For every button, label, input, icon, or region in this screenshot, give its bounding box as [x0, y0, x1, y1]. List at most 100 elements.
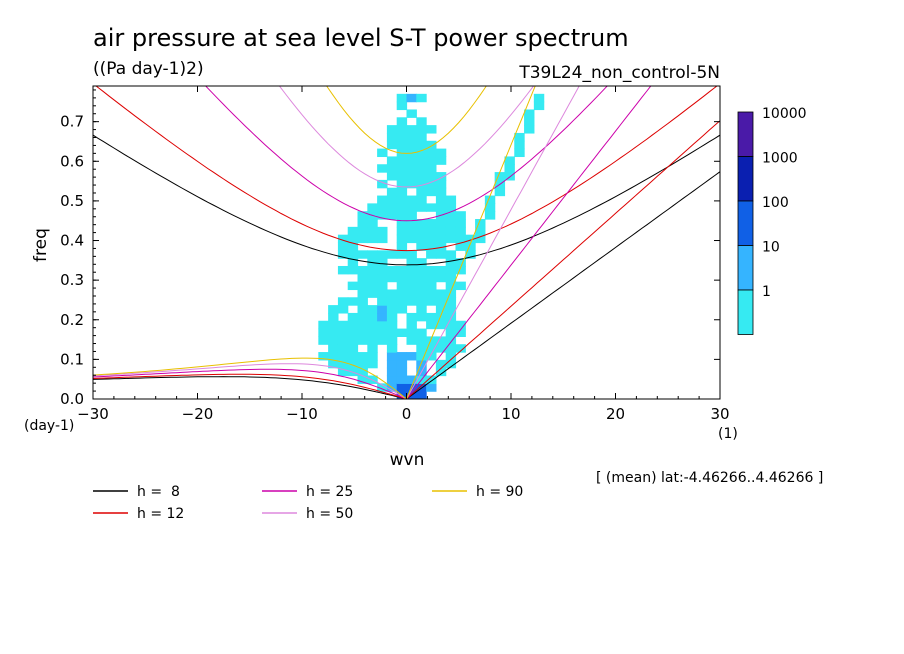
power-cell [357, 234, 368, 244]
power-cell [347, 352, 359, 361]
power-cell [416, 273, 427, 283]
dispersion-curve-h8 [93, 376, 407, 399]
power-cell [396, 172, 408, 181]
power-cell [347, 328, 359, 337]
power-cell [455, 281, 466, 291]
power-cell [357, 265, 368, 275]
power-cell [426, 265, 437, 275]
power-cell [328, 336, 339, 345]
power-cell [406, 203, 417, 212]
power-cell [377, 250, 388, 259]
power-cell [426, 172, 437, 181]
power-cell [357, 352, 368, 361]
power-cell [445, 273, 457, 283]
power-cell [328, 320, 339, 330]
power-cell [406, 156, 417, 165]
power-cell [396, 375, 408, 384]
power-cell [328, 312, 339, 322]
power-cell [386, 359, 398, 369]
y-tick-label: 0.2 [60, 311, 84, 329]
dispersion-curve-h90 [93, 357, 407, 399]
legend-label: h = 50 [306, 506, 353, 522]
power-cell [494, 187, 506, 197]
power-cell [377, 148, 388, 158]
power-cell [455, 320, 466, 330]
x-tick-label: −10 [286, 405, 318, 423]
power-cell [416, 289, 427, 298]
power-cell [406, 109, 417, 118]
power-cell [357, 305, 368, 314]
power-cell [435, 305, 447, 314]
power-cell [386, 273, 398, 283]
colorbar-label: 10000 [762, 106, 807, 122]
power-cell [396, 101, 408, 111]
power-cell [386, 352, 398, 361]
power-cell [396, 187, 408, 197]
power-cell [357, 367, 368, 377]
power-cell [396, 219, 408, 228]
dispersion-curves [93, 86, 720, 399]
power-cell [445, 312, 457, 322]
power-cell [416, 219, 427, 228]
power-cell [357, 359, 368, 369]
power-cell [406, 258, 417, 267]
power-cell [377, 164, 388, 173]
power-cell [386, 140, 398, 150]
power-cell [416, 265, 427, 275]
power-cell [357, 312, 368, 322]
power-cell [426, 148, 437, 158]
power-cell [396, 305, 408, 314]
power-cell [386, 203, 398, 212]
power-cell [416, 352, 427, 361]
power-cell [396, 234, 408, 244]
power-cell [406, 250, 417, 259]
legend-label: h = 8 [137, 484, 180, 500]
power-cell [337, 234, 349, 244]
power-cell [426, 297, 437, 306]
power-cell [396, 156, 408, 165]
power-cell [435, 219, 447, 228]
y-axis-unit: (day-1) [24, 418, 74, 434]
power-cell [396, 281, 408, 291]
power-cell [445, 195, 457, 204]
power-cell [386, 328, 398, 337]
power-cell [455, 219, 466, 228]
power-cell [416, 117, 427, 126]
power-cell [445, 258, 457, 267]
power-cell [426, 383, 437, 392]
power-cell [435, 226, 447, 236]
power-cell [406, 375, 417, 384]
x-tick-label: 30 [710, 405, 729, 423]
power-cell [386, 289, 398, 298]
power-cell [435, 265, 447, 275]
dispersion-curve-h12 [95, 86, 718, 252]
power-cell [386, 250, 398, 259]
power-cell [357, 226, 368, 236]
power-cell [426, 312, 437, 322]
power-cell [377, 320, 388, 330]
power-cell [416, 125, 427, 134]
power-cell [386, 265, 398, 275]
power-cell [396, 265, 408, 275]
power-cell [396, 289, 408, 298]
power-cell [435, 289, 447, 298]
power-cell [416, 164, 427, 173]
power-cell [396, 242, 408, 251]
power-cell [367, 273, 378, 283]
power-cell [435, 242, 447, 251]
power-cell [367, 265, 378, 275]
power-cell [347, 250, 359, 259]
power-cell [406, 172, 417, 181]
power-cell [426, 281, 437, 291]
power-cell [455, 226, 466, 236]
power-cell [367, 289, 378, 298]
power-cell [386, 367, 398, 377]
power-cell [347, 320, 359, 330]
power-cell [406, 211, 417, 220]
power-cell [367, 234, 378, 244]
power-cell [426, 352, 437, 361]
power-cell [406, 352, 417, 361]
power-cell [377, 328, 388, 337]
power-cell [377, 211, 388, 220]
power-cell [386, 125, 398, 134]
